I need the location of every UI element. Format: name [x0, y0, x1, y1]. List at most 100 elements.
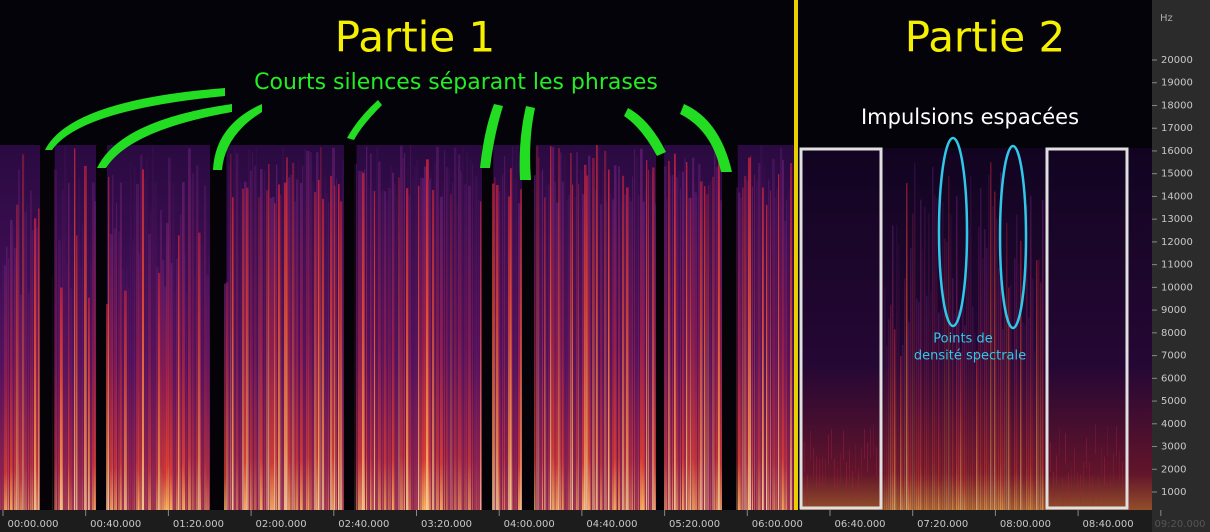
spectral-stripe — [512, 146, 514, 510]
spectral-stripe — [664, 166, 667, 510]
spectral-stripe — [376, 147, 379, 510]
spectral-stripe — [712, 176, 715, 510]
spectral-stripe — [776, 188, 778, 511]
spectral-stripe — [840, 453, 841, 484]
spectral-stripe — [944, 238, 946, 510]
spectral-stripe — [4, 265, 7, 510]
spectral-stripe — [632, 176, 634, 510]
spectral-stripe — [718, 155, 720, 511]
spectral-stripe — [472, 164, 474, 510]
spectral-stripe — [956, 196, 958, 510]
spectral-stripe — [1036, 260, 1038, 510]
spectral-stripe — [938, 312, 940, 510]
spectral-stripe — [290, 174, 293, 510]
spectral-stripe — [334, 185, 336, 510]
spectral-stripe — [588, 155, 591, 510]
spectral-gap — [528, 145, 532, 510]
spectral-stripe — [112, 174, 114, 510]
spectral-stripe — [1116, 426, 1117, 457]
spectral-stripe — [68, 183, 70, 510]
spectral-stripe — [552, 147, 555, 510]
spectral-stripe — [66, 263, 68, 510]
spectral-stripe — [714, 145, 716, 510]
spectral-stripe — [692, 157, 695, 510]
spectral-gap — [734, 145, 738, 510]
spectral-gap — [102, 145, 105, 510]
spectral-stripe — [32, 230, 34, 510]
spectral-stripe — [542, 169, 544, 510]
brush-stroke — [680, 104, 732, 172]
spectral-stripe — [208, 255, 210, 510]
spectral-stripe — [328, 202, 330, 510]
spectral-stripe — [150, 211, 152, 511]
spectral-stripe — [954, 313, 956, 510]
spectral-stripe — [670, 175, 672, 510]
spectral-stripe — [232, 197, 234, 510]
spectral-stripe — [544, 197, 546, 511]
spectral-stripe — [666, 198, 668, 510]
spectral-stripe — [206, 275, 209, 510]
spectral-stripe — [837, 467, 838, 498]
spectral-stripe — [650, 175, 653, 511]
x-tick-label: 06:00.000 — [752, 519, 803, 530]
spectral-stripe — [634, 149, 636, 510]
spectral-stripe — [390, 165, 393, 510]
spectral-stripe — [458, 154, 461, 510]
spectral-stripe — [388, 188, 391, 510]
spectral-stripe — [1010, 285, 1012, 510]
spectral-stripe — [278, 184, 280, 510]
spectral-stripe — [1062, 478, 1063, 509]
spectral-stripe — [828, 434, 829, 465]
spectral-stripe — [180, 214, 182, 510]
spectral-stripe — [368, 184, 370, 510]
spectral-stripe — [910, 248, 912, 510]
spectral-stripe — [748, 157, 751, 510]
spectral-stripe — [30, 190, 32, 510]
spectral-stripe — [224, 283, 227, 510]
spectral-stripe — [454, 147, 457, 510]
spectral-stripe — [308, 150, 310, 511]
spectral-stripe — [924, 206, 926, 510]
spectral-stripe — [1040, 282, 1042, 510]
spectral-gap — [662, 145, 665, 510]
spectral-stripe — [108, 176, 110, 510]
spectral-stripe — [448, 168, 450, 510]
y-tick-label: 14000 — [1161, 191, 1193, 202]
spectral-stripe — [1077, 471, 1078, 502]
spectral-stripe — [494, 177, 496, 510]
spectral-stripe — [202, 243, 204, 510]
spectral-stripe — [452, 183, 454, 510]
spectral-stripe — [950, 214, 952, 511]
spectral-gap — [488, 145, 491, 510]
spectral-stripe — [294, 201, 296, 511]
spectral-stripe — [678, 171, 681, 510]
spectral-gap — [732, 145, 735, 510]
spectral-stripe — [822, 456, 823, 487]
spectral-stripe — [560, 152, 562, 510]
silence-markers — [45, 88, 732, 180]
spectral-stripe — [646, 160, 648, 510]
spectral-stripe — [708, 185, 710, 510]
spectral-stripe — [86, 286, 89, 510]
spectral-stripe — [904, 278, 906, 510]
spectral-stripe — [166, 222, 169, 511]
x-tick-label: 00:40.000 — [90, 519, 141, 530]
spectral-stripe — [156, 267, 159, 510]
spectral-stripe — [570, 152, 572, 510]
spectral-stripe — [366, 146, 368, 510]
spectral-stripe — [638, 195, 640, 510]
spectral-stripe — [412, 175, 414, 510]
spectral-stripe — [14, 248, 17, 510]
spectral-stripe — [622, 175, 625, 511]
x-tick-label: 09:20.000 — [1154, 519, 1205, 530]
spectral-stripe — [1089, 461, 1090, 492]
spectral-stripe — [442, 190, 444, 510]
y-tick-label: 16000 — [1161, 146, 1193, 157]
spectral-stripe — [410, 145, 412, 510]
spectral-stripe — [496, 184, 499, 510]
spectral-stripe — [326, 193, 329, 511]
spectral-stripe — [140, 154, 143, 511]
spectral-stripe — [270, 197, 273, 510]
spectral-stripe — [90, 261, 93, 510]
spectral-stripe — [746, 180, 749, 510]
